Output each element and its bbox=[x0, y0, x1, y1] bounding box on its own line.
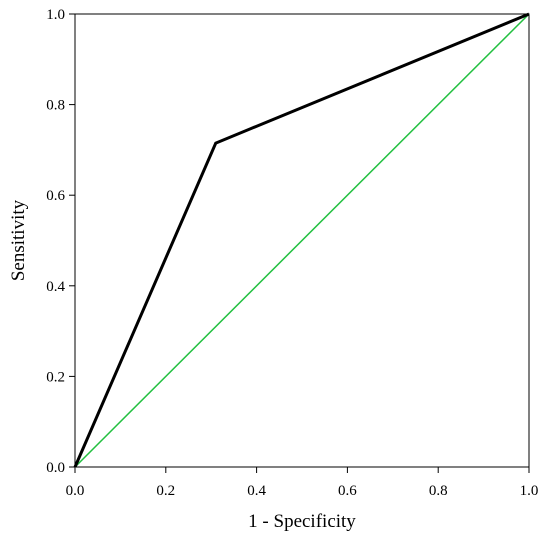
y-tick-label: 0.8 bbox=[46, 98, 65, 114]
x-tick-label: 0.2 bbox=[156, 483, 175, 499]
x-tick-label: 0.8 bbox=[429, 483, 448, 499]
y-axis-title: Sensitivity bbox=[8, 199, 29, 281]
y-tick-label: 0.6 bbox=[46, 188, 65, 204]
reference-diagonal-line bbox=[74, 13, 530, 468]
y-axis-ticks: 0.0 0.2 0.4 0.6 0.8 1.0 bbox=[46, 7, 75, 476]
y-tick-label: 1.0 bbox=[46, 7, 65, 23]
x-tick-label: 0.6 bbox=[338, 483, 357, 499]
x-axis-title: 1 - Specificity bbox=[248, 511, 356, 532]
x-tick-label: 0.4 bbox=[247, 483, 266, 499]
y-tick-label: 0.0 bbox=[46, 460, 65, 476]
y-tick-label: 0.4 bbox=[46, 279, 65, 295]
plot-frame bbox=[74, 13, 530, 468]
series-layer bbox=[73, 12, 530, 468]
roc-curve-line bbox=[73, 12, 530, 468]
plot-area: 0.0 0.2 0.4 0.6 0.8 1.0 0.0 0.2 0.4 0.6 0.8 1.0 bbox=[46, 7, 538, 499]
x-tick-label: 1.0 bbox=[520, 483, 539, 499]
y-tick-label: 0.2 bbox=[46, 369, 65, 385]
x-axis-ticks: 0.0 0.2 0.4 0.6 0.8 1.0 bbox=[66, 467, 539, 499]
x-tick-label: 0.0 bbox=[66, 483, 85, 499]
